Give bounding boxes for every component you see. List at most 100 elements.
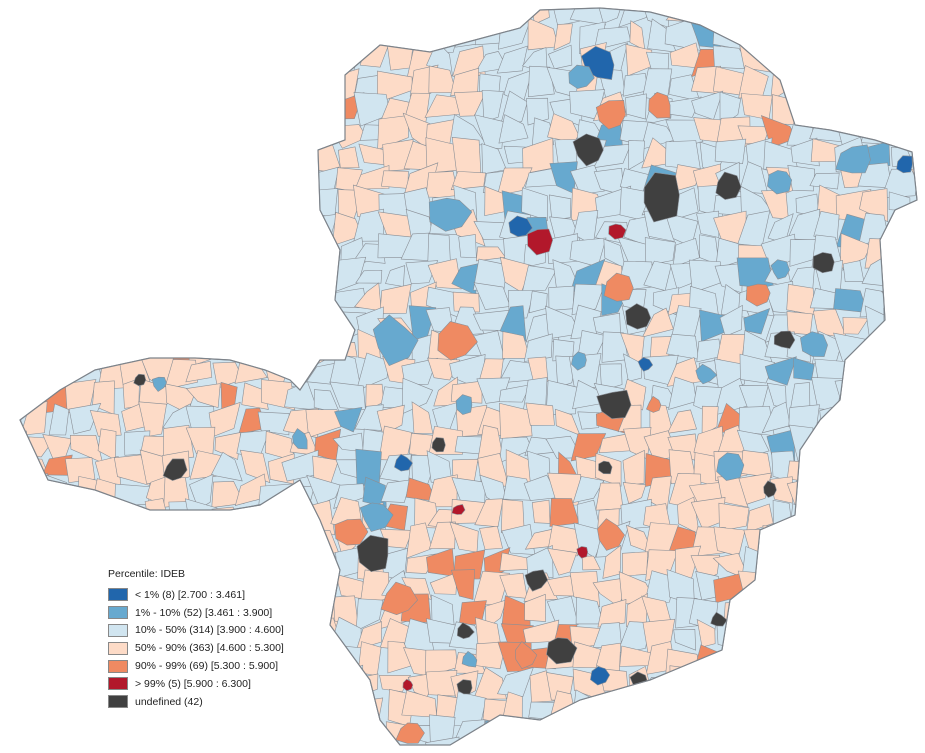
municipality xyxy=(881,65,917,98)
municipality xyxy=(187,113,222,152)
municipality xyxy=(673,629,697,651)
municipality xyxy=(236,520,266,554)
municipality xyxy=(115,738,148,745)
municipality xyxy=(913,498,917,536)
municipality xyxy=(121,524,140,560)
municipality xyxy=(889,450,917,487)
municipality xyxy=(907,239,917,266)
legend-item-90to99: 90% - 99% (69) [5.300 : 5.900] xyxy=(108,657,308,675)
municipality-highlight xyxy=(455,394,473,415)
municipality xyxy=(307,282,335,316)
municipality-highlight xyxy=(590,666,611,686)
municipality xyxy=(450,569,476,600)
municipality xyxy=(119,140,142,171)
municipality xyxy=(572,476,605,504)
municipality xyxy=(531,499,551,524)
municipality xyxy=(331,8,365,19)
municipality xyxy=(90,312,120,333)
municipality-highlight xyxy=(598,460,613,475)
municipality xyxy=(834,432,871,455)
municipality xyxy=(282,40,311,78)
municipality xyxy=(307,313,338,332)
municipality-highlight xyxy=(572,133,604,167)
municipality-highlight xyxy=(568,64,595,89)
municipality xyxy=(20,650,52,676)
municipality xyxy=(48,403,70,436)
municipality xyxy=(617,713,652,745)
municipality xyxy=(551,718,584,745)
municipality xyxy=(838,617,871,652)
municipality xyxy=(20,332,29,357)
municipality-highlight xyxy=(710,611,728,627)
municipality xyxy=(285,306,316,341)
municipality xyxy=(791,50,818,76)
municipality xyxy=(257,739,288,745)
municipality xyxy=(863,26,892,54)
municipality xyxy=(308,90,342,120)
municipality xyxy=(644,698,670,727)
municipality xyxy=(380,479,412,503)
municipality xyxy=(305,673,341,700)
municipality xyxy=(209,142,246,173)
legend-item-lt1: < 1% (8) [2.700 : 3.461] xyxy=(108,586,308,604)
municipality xyxy=(50,281,76,313)
municipality xyxy=(20,53,28,78)
municipality xyxy=(72,216,102,247)
municipality-highlight xyxy=(597,518,625,551)
municipality xyxy=(116,232,145,261)
municipality xyxy=(836,64,867,95)
municipality-highlight xyxy=(334,518,369,546)
municipality xyxy=(880,741,917,745)
municipality xyxy=(186,305,213,342)
municipality xyxy=(623,353,642,382)
municipality xyxy=(907,698,917,721)
municipality xyxy=(884,642,917,677)
legend-label: > 99% (5) [5.900 : 6.300] xyxy=(135,677,251,690)
municipality xyxy=(859,188,889,223)
municipality xyxy=(906,598,917,623)
municipality xyxy=(282,332,310,366)
municipality xyxy=(714,138,747,164)
municipality xyxy=(386,40,414,71)
municipality xyxy=(72,668,98,700)
municipality xyxy=(701,405,719,436)
municipality xyxy=(910,388,917,412)
municipality xyxy=(89,501,125,528)
municipality xyxy=(845,359,871,391)
municipality xyxy=(669,749,696,753)
municipality xyxy=(66,190,99,219)
municipality xyxy=(906,479,917,499)
municipality xyxy=(20,67,43,99)
municipality xyxy=(209,24,242,51)
municipality xyxy=(526,544,554,579)
municipality xyxy=(41,722,79,744)
municipality xyxy=(121,8,143,29)
municipality xyxy=(210,67,247,103)
municipality-highlight xyxy=(716,452,745,481)
municipality xyxy=(308,737,342,745)
municipality xyxy=(600,716,625,739)
municipality xyxy=(338,689,366,727)
municipality xyxy=(474,498,504,528)
municipality xyxy=(379,283,412,314)
municipality xyxy=(860,113,896,145)
municipality-highlight xyxy=(896,155,913,174)
municipality xyxy=(20,210,27,238)
municipality xyxy=(20,235,30,270)
municipality xyxy=(858,95,895,116)
municipality xyxy=(719,91,742,127)
municipality xyxy=(20,25,28,44)
municipality xyxy=(147,116,164,146)
municipality xyxy=(548,285,575,311)
municipality xyxy=(331,664,364,701)
municipality xyxy=(258,530,291,560)
municipality xyxy=(836,8,865,26)
legend-swatch xyxy=(108,677,128,691)
municipality xyxy=(737,675,771,700)
municipality xyxy=(401,377,434,415)
municipality xyxy=(20,452,30,478)
municipality xyxy=(521,742,559,745)
municipality xyxy=(501,595,531,627)
municipality xyxy=(766,717,794,745)
municipality xyxy=(311,51,342,80)
